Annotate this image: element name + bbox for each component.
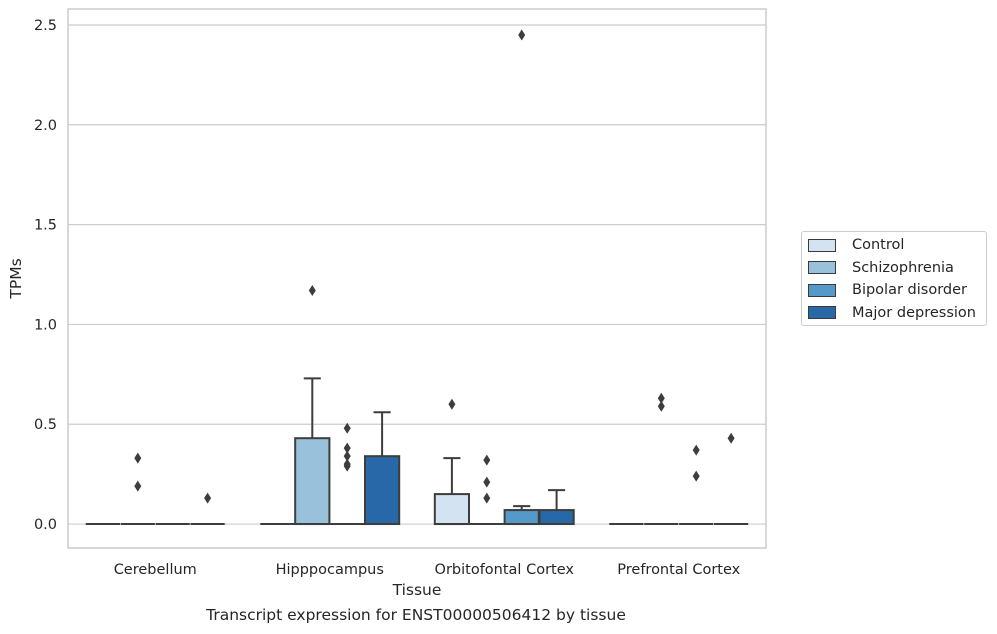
box-marks [85, 29, 749, 526]
legend-swatch [808, 306, 836, 319]
box-control [433, 398, 471, 526]
x-tick-label: Cerebellum [114, 562, 197, 578]
x-axis-label: Tissue [392, 581, 442, 599]
x-tick-label: Prefrontal Cortex [617, 562, 740, 578]
outlier-point [692, 470, 700, 482]
y-tick-label: 1.0 [34, 317, 57, 333]
outlier-point [134, 480, 142, 492]
outlier-point [308, 284, 316, 296]
outlier-point [343, 442, 351, 454]
outlier-point [343, 422, 351, 434]
box-major-depression [190, 492, 225, 526]
y-axis-label: TPMs [7, 258, 25, 299]
legend-label: Control [852, 237, 905, 253]
outlier-point [448, 398, 456, 410]
outlier-point [727, 432, 735, 444]
outlier-point [483, 492, 491, 504]
legend-swatch [808, 283, 836, 297]
y-tick-label: 2.0 [34, 118, 57, 134]
legend-item: Control [808, 235, 904, 255]
box-body [503, 509, 540, 526]
box-schizophrenia [644, 392, 679, 526]
legend-item: Bipolar disorder [808, 280, 967, 300]
outlier-point [692, 444, 700, 456]
legend-label: Major depression [852, 304, 976, 321]
plot-frame [67, 8, 767, 549]
legend: Control Schizophrenia Bipolar disorder Majo… [801, 231, 987, 326]
outlier-point [134, 452, 142, 464]
box-schizophrenia [120, 452, 155, 526]
box-body [294, 437, 331, 526]
y-tick-label: 0.5 [34, 417, 57, 433]
x-tick-labels: Cerebellum Hipppocampus Orbitofontal Corte… [114, 562, 741, 578]
box-bipolar-disorder [330, 422, 365, 526]
outlier-point [657, 392, 665, 404]
outlier-point [343, 450, 351, 462]
outlier-point [343, 460, 351, 472]
x-tick-label: Hipppocampus [276, 562, 384, 578]
figure-caption: Transcript expression for ENST0000050641… [206, 606, 626, 624]
outlier-point [204, 492, 212, 504]
legend-swatch [808, 238, 836, 252]
outlier-point [518, 29, 526, 41]
y-tick-labels: 0.0 0.5 1.0 1.5 2.0 2.5 [34, 18, 57, 533]
box-schizophrenia [469, 454, 504, 526]
box-bipolar-disorder [503, 29, 540, 526]
box-major-depression [713, 432, 749, 526]
y-tick-label: 2.5 [34, 18, 57, 34]
legend-item: Major depression [808, 303, 976, 323]
x-tick-label: Orbitofontal Cortex [435, 562, 575, 578]
box-body [433, 493, 471, 526]
legend-label: Bipolar disorder [852, 282, 967, 298]
box-schizophrenia [294, 284, 331, 526]
y-tick-label: 0.0 [34, 517, 57, 533]
legend-swatch [808, 261, 836, 274]
legend-item: Schizophrenia [808, 258, 954, 278]
y-tick-label: 1.5 [34, 218, 57, 234]
gridlines [68, 24, 766, 525]
outlier-point [483, 454, 491, 466]
box-body [538, 509, 575, 526]
outlier-point [483, 476, 491, 488]
box-body [363, 455, 401, 526]
legend-label: Schizophrenia [852, 259, 954, 276]
box-bipolar-disorder [679, 444, 714, 526]
box-major-depression [363, 411, 401, 526]
outlier-point [657, 400, 665, 412]
box-major-depression [538, 489, 575, 526]
